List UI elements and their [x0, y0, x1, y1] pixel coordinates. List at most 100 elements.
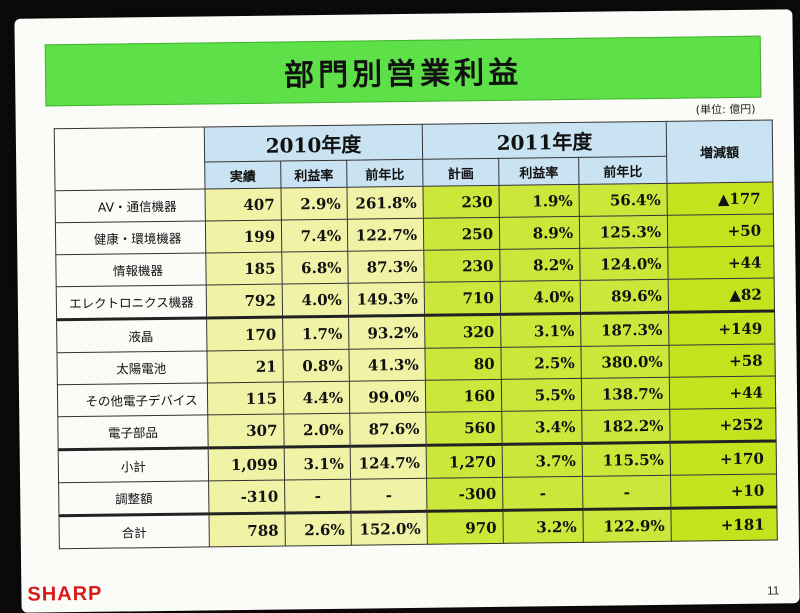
- header-year-2011: 2011年度: [422, 121, 667, 160]
- cell-diff: +58: [668, 344, 776, 378]
- cell-plan: 560: [425, 411, 503, 446]
- cell-margin: 0.8%: [282, 349, 350, 383]
- cell-actual: 407: [204, 188, 282, 221]
- cell-plan: 1,270: [426, 444, 503, 479]
- header-plan: 計画: [422, 158, 499, 187]
- cell-actual: 170: [206, 317, 283, 351]
- cell-yoy: 152.0%: [350, 511, 428, 546]
- cell-margin: 2.9%: [280, 187, 348, 221]
- cell-margin: 6.8%: [281, 251, 349, 285]
- cell-yoy2: 56.4%: [578, 183, 668, 217]
- cell-actual: 788: [208, 513, 286, 547]
- cell-yoy2: 138.7%: [581, 377, 670, 411]
- cell-margin2: 1.9%: [498, 184, 580, 218]
- cell-yoy2: 182.2%: [581, 409, 671, 444]
- cell-margin2: 8.9%: [499, 216, 580, 250]
- row-label: 健康・環境機器: [55, 220, 206, 255]
- cell-margin: 2.6%: [284, 512, 352, 547]
- cell-diff: +50: [667, 214, 774, 248]
- cell-margin2: 5.5%: [501, 378, 582, 412]
- cell-plan: 230: [423, 249, 501, 283]
- cell-plan: 160: [425, 379, 502, 413]
- cell-yoy2: -: [582, 475, 671, 510]
- cell-plan: 230: [422, 185, 500, 219]
- cell-yoy: 124.7%: [350, 445, 427, 480]
- cell-margin2: 3.2%: [502, 509, 584, 544]
- cell-margin: 1.7%: [282, 316, 349, 351]
- cell-diff: +149: [668, 311, 775, 346]
- profit-table-wrapper: 2010年度 2011年度 増減額 実績 利益率 前年比 計画 利益率 前年比 …: [54, 120, 778, 550]
- cell-yoy: 87.3%: [347, 250, 425, 284]
- row-label: 小計: [58, 447, 209, 483]
- cell-yoy: -: [350, 478, 427, 513]
- cell-margin2: -: [502, 476, 583, 511]
- cell-yoy2: 187.3%: [580, 312, 669, 347]
- cell-yoy2: 122.9%: [582, 508, 672, 543]
- cell-margin2: 3.4%: [501, 410, 583, 445]
- cell-yoy: 122.7%: [347, 218, 424, 252]
- cell-margin2: 3.7%: [502, 443, 583, 478]
- cell-margin: 4.4%: [283, 381, 350, 415]
- cell-yoy2: 115.5%: [582, 442, 671, 477]
- header-diff: 増減額: [666, 120, 773, 184]
- title-bar: 部門別営業利益: [44, 35, 762, 107]
- sharp-logo: SHARP: [27, 582, 103, 606]
- row-label: 調整額: [58, 480, 209, 516]
- cell-actual: 199: [205, 220, 282, 253]
- row-label: 液晶: [56, 317, 207, 353]
- cell-diff: +170: [670, 440, 777, 476]
- cell-diff: ▲177: [666, 182, 774, 216]
- cell-margin: 2.0%: [283, 413, 351, 448]
- cell-yoy: 261.8%: [346, 186, 424, 220]
- cell-plan: 80: [424, 347, 502, 381]
- cell-margin: 4.0%: [282, 283, 349, 318]
- cell-yoy: 93.2%: [348, 315, 425, 350]
- cell-plan: -300: [426, 477, 503, 512]
- cell-plan: 320: [424, 314, 501, 349]
- cell-diff: +44: [669, 376, 776, 410]
- cell-yoy: 99.0%: [349, 380, 426, 414]
- cell-actual: 115: [207, 382, 284, 415]
- cell-margin2: 3.1%: [500, 313, 581, 348]
- cell-yoy: 41.3%: [348, 348, 426, 382]
- header-year-2010: 2010年度: [204, 124, 423, 162]
- cell-margin2: 2.5%: [500, 346, 582, 380]
- cell-actual: -310: [208, 480, 285, 514]
- page-number: 11: [766, 583, 780, 598]
- cell-yoy: 87.6%: [349, 412, 427, 447]
- cell-yoy: 149.3%: [348, 282, 425, 317]
- cell-margin2: 8.2%: [499, 248, 581, 282]
- cell-actual: 185: [205, 252, 283, 285]
- cell-diff: +44: [667, 246, 775, 280]
- header-yoy-2011: 前年比: [578, 156, 667, 185]
- profit-table: 2010年度 2011年度 増減額 実績 利益率 前年比 計画 利益率 前年比 …: [54, 120, 778, 550]
- cell-diff: ▲82: [668, 278, 775, 313]
- cell-yoy2: 124.0%: [579, 247, 669, 281]
- slide: 部門別営業利益 (単位: 億円) 2010年度 2011年度 増減額: [14, 9, 800, 613]
- cell-diff: +10: [670, 473, 777, 509]
- header-corner: [54, 126, 205, 191]
- cell-actual: 21: [206, 350, 284, 383]
- row-label: 合計: [58, 513, 210, 549]
- cell-yoy2: 380.0%: [580, 345, 670, 379]
- cell-margin: -: [284, 479, 351, 514]
- slide-title: 部門別営業利益: [283, 55, 523, 94]
- header-yoy-2010: 前年比: [346, 159, 423, 188]
- cell-actual: 307: [207, 414, 285, 448]
- cell-diff: +181: [670, 506, 778, 542]
- cell-yoy2: 125.3%: [579, 215, 668, 249]
- unit-label: (単位: 億円): [695, 102, 756, 117]
- header-actual: 実績: [204, 161, 281, 189]
- cell-actual: 1,099: [208, 447, 285, 481]
- cell-diff: +252: [669, 408, 777, 443]
- cell-yoy2: 89.6%: [580, 279, 669, 314]
- row-label: AV・通信機器: [55, 188, 206, 223]
- cell-plan: 250: [423, 217, 500, 251]
- header-margin-2010: 利益率: [280, 160, 347, 189]
- row-label: エレクトロニクス機器: [56, 284, 207, 320]
- cell-actual: 792: [206, 284, 283, 318]
- cell-plan: 970: [426, 510, 504, 545]
- header-margin-2011: 利益率: [498, 157, 579, 186]
- cell-margin: 7.4%: [281, 219, 348, 253]
- row-label: 電子部品: [57, 414, 209, 450]
